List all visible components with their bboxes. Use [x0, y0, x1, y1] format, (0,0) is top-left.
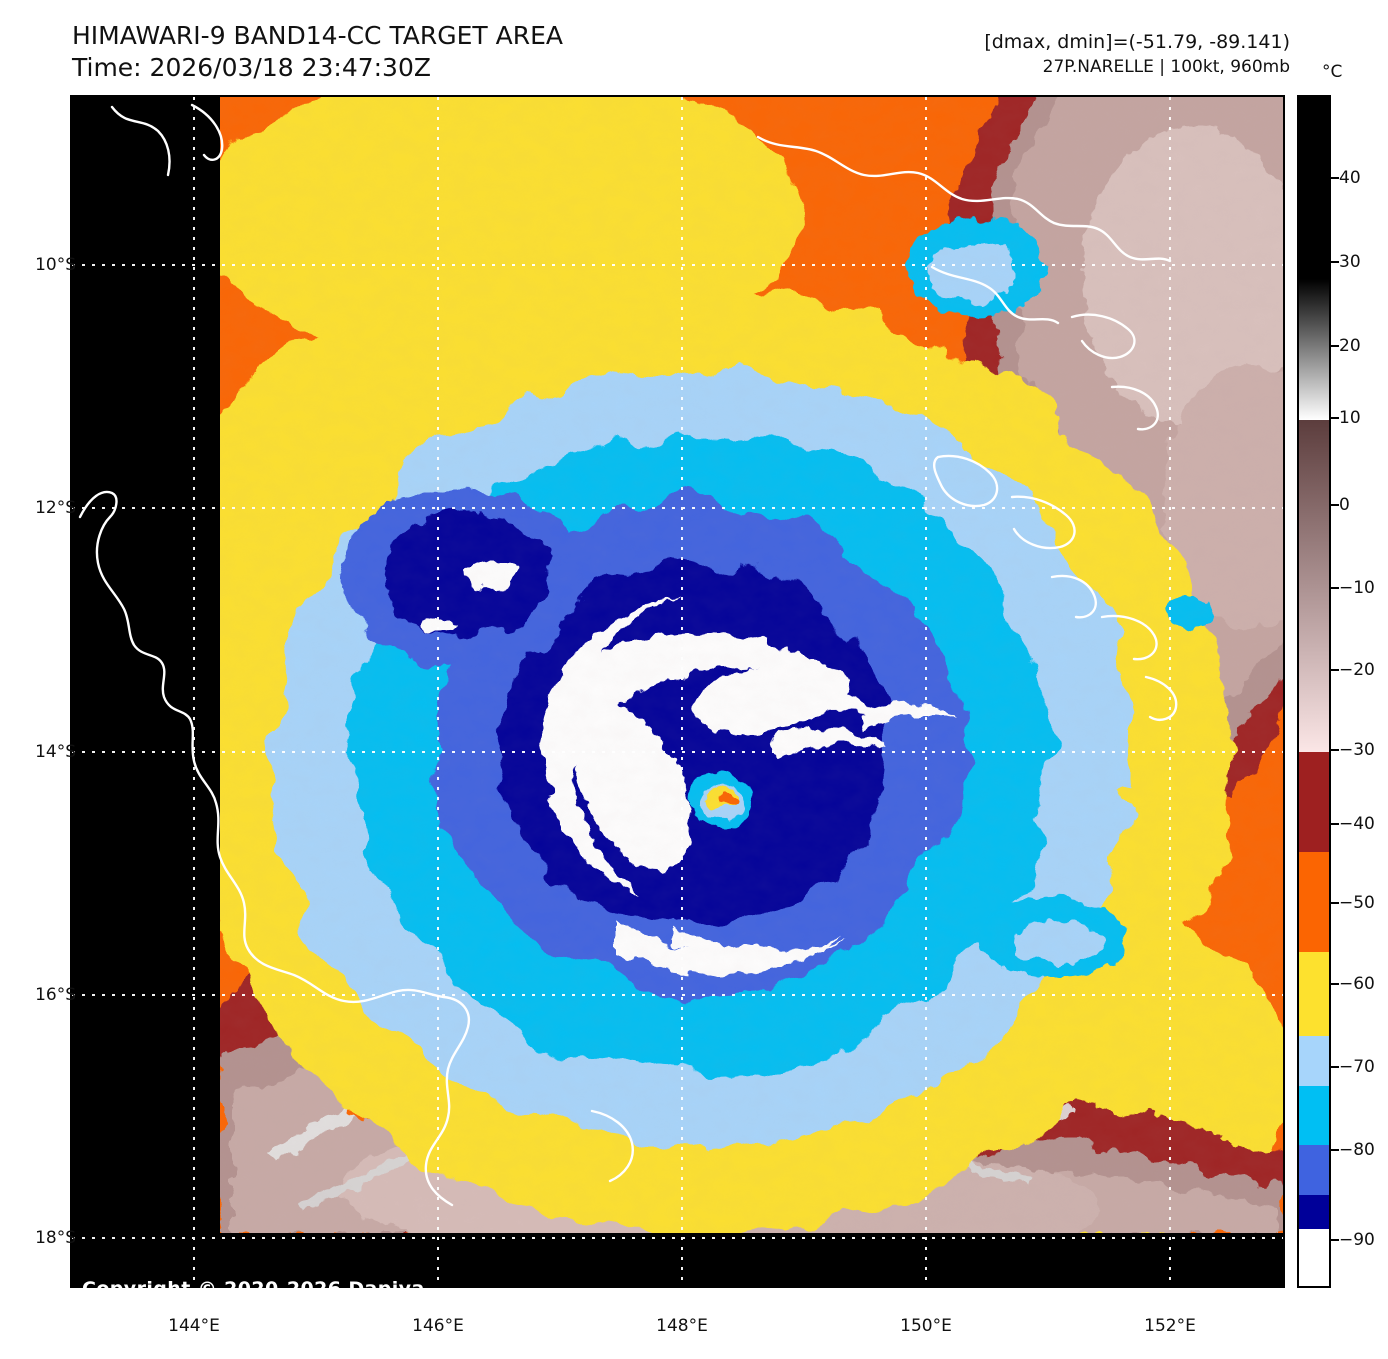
- xtick-148e: 148°E: [656, 1316, 708, 1336]
- ctick-m30: −30: [1339, 740, 1375, 760]
- ctick-m10: −10: [1339, 578, 1375, 598]
- ctick-mark-m20: [1331, 669, 1339, 671]
- ctick-mark-m40: [1331, 823, 1339, 825]
- ytick-18s: 18°S: [35, 1228, 76, 1248]
- colorbar-segment-gray-ramp: [1299, 279, 1329, 420]
- ctick-m50: −50: [1339, 893, 1375, 913]
- timestamp-label: Time: 2026/03/18 23:47:30Z: [72, 53, 431, 82]
- ctick-mark-m80: [1331, 1149, 1339, 1151]
- colorbar[interactable]: [1297, 95, 1331, 1288]
- dminmax-label: [dmax, dmin]=(-51.79, -89.141): [984, 31, 1290, 53]
- xtick-146e: 146°E: [412, 1316, 464, 1336]
- page-title: HIMAWARI-9 BAND14-CC TARGET AREA: [72, 21, 564, 50]
- satellite-raster: [72, 97, 1283, 1286]
- ir-data-layer: [220, 97, 1283, 1233]
- map-plot-area[interactable]: [70, 95, 1285, 1288]
- title-block: HIMAWARI-9 BAND14-CC TARGET AREA Time: 2…: [72, 20, 563, 84]
- ctick-mark-m10: [1331, 587, 1339, 589]
- colorbar-segment-dark-red: [1299, 752, 1329, 852]
- ctick-mark-m70: [1331, 1066, 1339, 1068]
- ctick-m40: −40: [1339, 814, 1375, 834]
- coastline-overlay: [78, 103, 1178, 1207]
- colorbar-segment-cyan: [1299, 1086, 1329, 1145]
- colorbar-segment-navy: [1299, 1195, 1329, 1229]
- ctick-0: 0: [1339, 495, 1350, 515]
- ytick-12s: 12°S: [35, 498, 76, 518]
- copyright-label: Copyright © 2020-2026 Dapiya: [82, 1278, 425, 1300]
- colorbar-segment-brown-ramp: [1299, 420, 1329, 752]
- colorbar-segment-white-coldest: [1299, 1229, 1329, 1286]
- ytick-16s: 16°S: [35, 985, 76, 1005]
- ctick-m70: −70: [1339, 1057, 1375, 1077]
- ctick-mark-40: [1331, 177, 1339, 179]
- xtick-144e: 144°E: [168, 1316, 220, 1336]
- colorbar-unit-label: °C: [1322, 62, 1343, 82]
- ctick-m90: −90: [1339, 1230, 1375, 1250]
- ctick-10: 10: [1339, 408, 1361, 428]
- ytick-10s: 10°S: [35, 255, 76, 275]
- xtick-152e: 152°E: [1144, 1316, 1196, 1336]
- colorbar-segment-yellow: [1299, 952, 1329, 1036]
- ctick-m20: −20: [1339, 660, 1375, 680]
- ytick-14s: 14°S: [35, 742, 76, 762]
- colorbar-segment-light-blue: [1299, 1036, 1329, 1086]
- ctick-20: 20: [1339, 336, 1361, 356]
- ctick-mark-m90: [1331, 1239, 1339, 1241]
- ctick-mark-10: [1331, 417, 1339, 419]
- ctick-mark-20: [1331, 345, 1339, 347]
- ctick-m80: −80: [1339, 1140, 1375, 1160]
- ctick-mark-30: [1331, 261, 1339, 263]
- gridlines: [72, 97, 1283, 1286]
- ctick-mark-0: [1331, 504, 1339, 506]
- ctick-m60: −60: [1339, 974, 1375, 994]
- storm-info-label: 27P.NARELLE | 100kt, 960mb: [1042, 57, 1290, 77]
- ctick-mark-m50: [1331, 902, 1339, 904]
- xtick-150e: 150°E: [900, 1316, 952, 1336]
- ctick-mark-m60: [1331, 983, 1339, 985]
- ctick-mark-m30: [1331, 749, 1339, 751]
- colorbar-segment-black-hot: [1299, 97, 1329, 279]
- ctick-30: 30: [1339, 252, 1361, 272]
- colorbar-segment-orange: [1299, 852, 1329, 952]
- colorbar-segment-royal-blue: [1299, 1145, 1329, 1195]
- metadata-block: [dmax, dmin]=(-51.79, -89.141) 27P.NAREL…: [984, 30, 1290, 79]
- ctick-40: 40: [1339, 168, 1361, 188]
